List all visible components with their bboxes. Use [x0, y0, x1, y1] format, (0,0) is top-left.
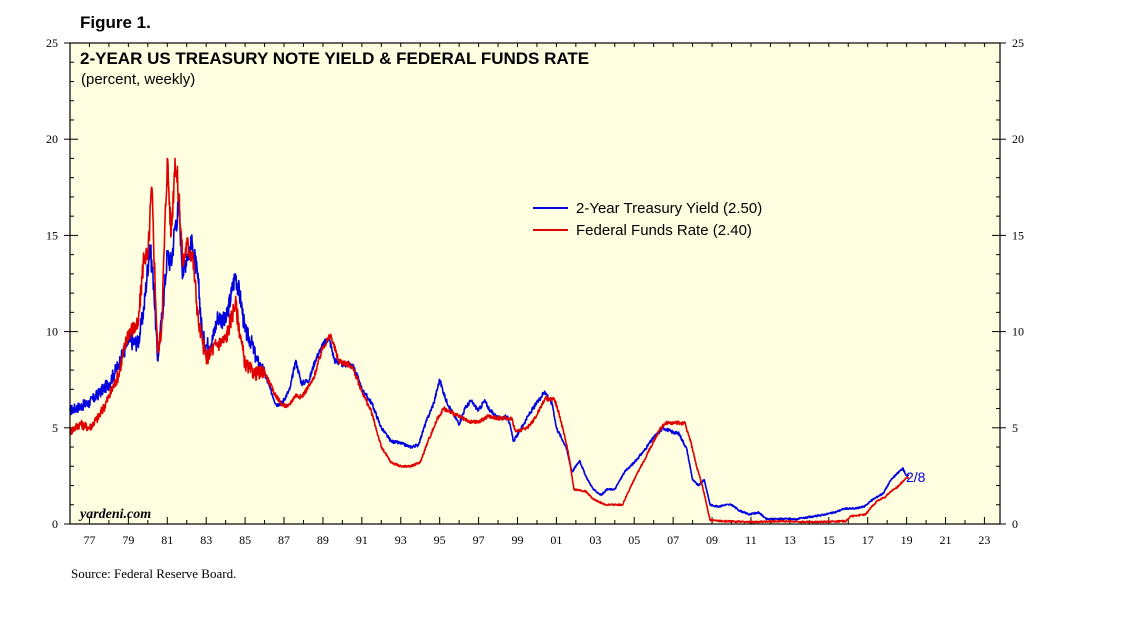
- end-date-label: 2/8: [906, 469, 926, 485]
- y-tick-label-right: 15: [1012, 228, 1024, 242]
- y-tick-label-right: 20: [1012, 132, 1024, 146]
- x-tick-label: 85: [239, 533, 251, 547]
- plot-frame: [69, 42, 1001, 525]
- plot-area: [70, 43, 1000, 524]
- series-line-treasury: [69, 197, 910, 521]
- x-tick-label: 91: [356, 533, 368, 547]
- chart-subtitle: (percent, weekly): [81, 71, 195, 88]
- x-tick-label: 01: [550, 533, 562, 547]
- x-tick-label: 15: [823, 533, 835, 547]
- y-tick-label-left: 10: [46, 325, 58, 339]
- y-tick-label-right: 10: [1012, 325, 1024, 339]
- x-tick-label: 83: [200, 533, 212, 547]
- x-tick-label: 21: [940, 533, 952, 547]
- source-note: Source: Federal Reserve Board.: [71, 566, 237, 581]
- x-tick-label: 81: [161, 533, 173, 547]
- x-tick-label: 79: [122, 533, 134, 547]
- x-tick-label: 13: [784, 533, 796, 547]
- y-tick-label-left: 15: [46, 228, 58, 242]
- y-tick-label-right: 0: [1012, 517, 1018, 531]
- x-tick-label: 03: [589, 533, 601, 547]
- y-tick-label-left: 20: [46, 132, 58, 146]
- x-tick-label: 19: [901, 533, 913, 547]
- x-tick-label: 23: [978, 533, 990, 547]
- chart-title: 2-YEAR US TREASURY NOTE YIELD & FEDERAL …: [80, 49, 589, 68]
- x-tick-label: 87: [278, 533, 290, 547]
- series-layer: [69, 157, 910, 524]
- legend: 2-Year Treasury Yield (2.50) Federal Fun…: [533, 200, 762, 239]
- x-tick-label: 93: [395, 533, 407, 547]
- series-line-fedfunds: [69, 157, 910, 524]
- x-tick-label: 05: [628, 533, 640, 547]
- legend-label-fedfunds: Federal Funds Rate (2.40): [576, 222, 752, 239]
- x-tick-label: 09: [706, 533, 718, 547]
- legend-label-treasury: 2-Year Treasury Yield (2.50): [576, 200, 762, 217]
- y-tick-label-left: 25: [46, 36, 58, 50]
- y-tick-label-left: 0: [52, 517, 58, 531]
- x-tick-label: 89: [317, 533, 329, 547]
- x-tick-label: 07: [667, 533, 679, 547]
- x-tick-label: 11: [745, 533, 757, 547]
- y-tick-label-left: 5: [52, 421, 58, 435]
- y-tick-label-right: 25: [1012, 36, 1024, 50]
- x-tick-label: 99: [511, 533, 523, 547]
- x-tick-label: 77: [83, 533, 95, 547]
- x-tick-label: 97: [473, 533, 485, 547]
- watermark: yardeni.com: [78, 507, 151, 522]
- x-tick-label: 95: [434, 533, 446, 547]
- figure-label: Figure 1.: [80, 13, 151, 32]
- y-tick-label-right: 5: [1012, 421, 1018, 435]
- x-tick-label: 17: [862, 533, 874, 547]
